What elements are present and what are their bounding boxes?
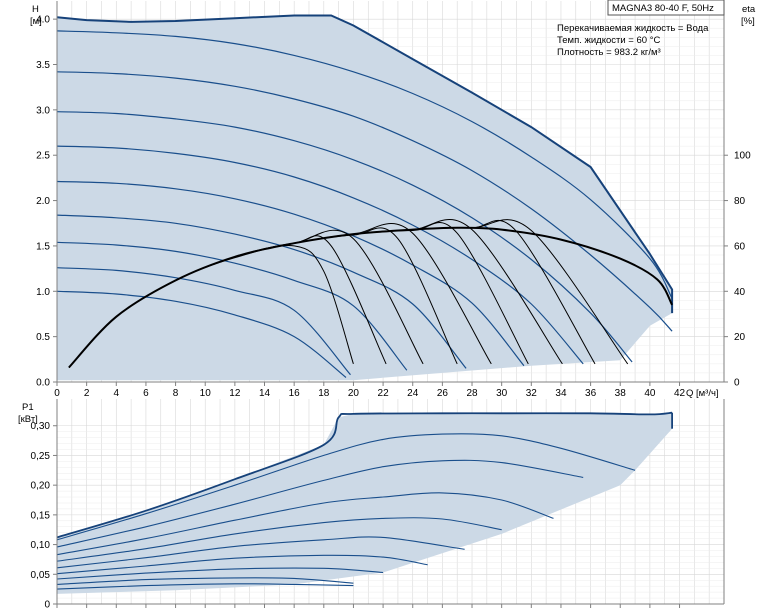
power-curve-5	[56, 517, 502, 562]
condition-density: Плотность = 983.2 кг/м³	[557, 47, 661, 58]
condition-temperature: Темп. жидкости = 60 °C	[557, 35, 660, 46]
head-curve-5	[56, 180, 525, 367]
power-y-tick-label: 0,25	[31, 451, 51, 462]
eta-tick-label: 80	[734, 196, 746, 207]
y-axis-label: H	[32, 4, 39, 15]
x-tick-label: 18	[318, 388, 330, 399]
power-y-tick-label: 0,05	[31, 570, 51, 581]
x-tick-label: 6	[143, 388, 149, 399]
power-panel: 0 0,05 0,10 0,15 0,20 0,25 0,30 P1[кВт]	[18, 399, 725, 611]
power-curve-7	[56, 554, 428, 575]
x-tick-label: 10	[200, 388, 212, 399]
title-box-border	[607, 0, 725, 16]
power-y-tick-label: 0,10	[31, 540, 51, 551]
head-panel: 0 2 4 6 8 10 12 14 16 18 20 22 24 26 28 30 32 34 36 38 40 420…	[30, 1, 756, 399]
x-tick-label: 40	[644, 388, 656, 399]
x-tick-label: 24	[407, 388, 419, 399]
x-axis-label: Q	[686, 388, 693, 399]
head-curve-8	[56, 267, 351, 376]
x-tick-label: 32	[526, 388, 538, 399]
efficiency-max-curve	[68, 226, 673, 369]
power-curve-2	[56, 433, 636, 541]
power-curve-1	[56, 411, 673, 539]
eta-axis-label: eta	[742, 4, 756, 15]
x-tick-label: 4	[114, 388, 120, 399]
x-tick-label: 36	[585, 388, 597, 399]
x-tick-label: 16	[289, 388, 301, 399]
x-tick-label: 34	[555, 388, 567, 399]
head-curve-6	[56, 214, 467, 369]
head-curve-9	[56, 290, 347, 378]
condition-liquid: Перекачиваемая жидкость = Вода	[557, 23, 709, 34]
y-tick-label: 1.5	[36, 241, 50, 252]
head-curve-7	[56, 241, 408, 371]
x-tick-label: 42	[674, 388, 686, 399]
power-curve-6	[56, 536, 465, 569]
head-max-curve	[56, 14, 674, 314]
power-curve-8	[56, 567, 384, 580]
y-tick-label: 2.0	[36, 196, 50, 207]
power-curve-10	[56, 583, 354, 590]
x-tick-label: 20	[348, 388, 360, 399]
eta-tick-label: 20	[734, 332, 746, 343]
x-tick-label: 2	[84, 388, 90, 399]
power-curve-3	[56, 459, 584, 548]
x-tick-label: 8	[173, 388, 179, 399]
x-tick-label: 26	[437, 388, 449, 399]
power-axis-unit: [кВт]	[18, 414, 38, 425]
x-tick-label: 28	[466, 388, 478, 399]
y-tick-label: 3.0	[36, 105, 50, 116]
power-y-tick-label: 0,30	[31, 421, 51, 432]
x-tick-label: 12	[229, 388, 241, 399]
y-tick-label: 2.5	[36, 151, 50, 162]
eta-tick-label: 100	[734, 151, 751, 162]
power-y-tick-label: 0	[44, 600, 50, 611]
power-curve-9	[56, 577, 354, 585]
power-y-tick-label: 0,20	[31, 481, 51, 492]
y-tick-label: 0.0	[36, 378, 50, 389]
x-tick-label: 38	[615, 388, 627, 399]
y-tick-label: 1.0	[36, 287, 50, 298]
chart-title: MAGNA3 80-40 F, 50Hz	[612, 3, 714, 14]
eta-tick-label: 60	[734, 241, 746, 252]
eta-axis-unit: [%]	[741, 16, 755, 27]
power-curve-4	[56, 492, 554, 556]
head-curve-2	[56, 71, 673, 332]
x-tick-label: 22	[378, 388, 390, 399]
head-curve-4	[56, 145, 584, 365]
chart-title-box: MAGNA3 80-40 F, 50Hz	[607, 0, 725, 16]
conditions-block: Перекачиваемая жидкость = Вода Темп. жид…	[557, 23, 709, 58]
y-tick-label: 0.5	[36, 332, 50, 343]
x-tick-label: 30	[496, 388, 508, 399]
head-curve-3	[56, 111, 633, 363]
head-curve-1	[56, 30, 673, 299]
x-tick-label: 14	[259, 388, 271, 399]
eta-tick-label: 40	[734, 287, 746, 298]
y-axis-unit: [м]	[30, 16, 42, 27]
x-axis-unit: [м³/ч]	[696, 388, 719, 399]
power-y-tick-label: 0,15	[31, 510, 51, 521]
head-envelope-area	[57, 15, 673, 381]
eta-tick-label: 0	[734, 378, 740, 389]
power-axis-label: P1	[22, 402, 34, 413]
y-tick-label: 4.0	[36, 15, 50, 26]
x-tick-label: 0	[54, 388, 60, 399]
y-tick-label: 3.5	[36, 60, 50, 71]
